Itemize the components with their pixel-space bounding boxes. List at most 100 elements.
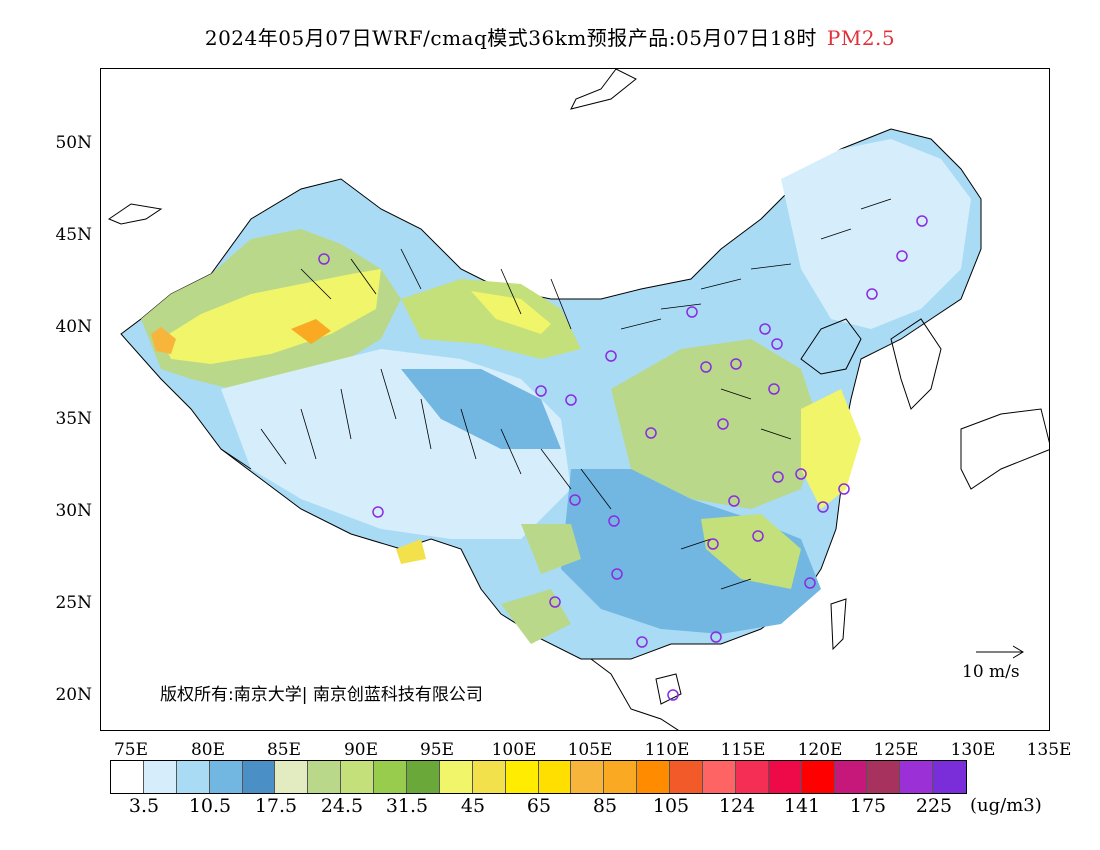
map-frame (100, 68, 1050, 731)
wind-arrow (550, 278, 572, 330)
wind-arrow (460, 408, 477, 460)
wind-arrow (260, 428, 287, 465)
tibet-darker (401, 369, 561, 449)
colorbar-swatch (341, 761, 375, 793)
wind-arrow (620, 318, 662, 330)
colorbar (110, 760, 968, 794)
station-wuhan (728, 495, 740, 507)
station-zhengzhou (717, 418, 729, 430)
station-guangzhou (710, 631, 722, 643)
wind-arrow (860, 198, 892, 210)
wind-arrow (340, 388, 352, 440)
x-tick-label: 115E (720, 740, 766, 760)
station-chengdu (569, 494, 581, 506)
station-harbin (916, 215, 928, 227)
east-china-yellow (801, 389, 861, 509)
colorbar-label: 65 (526, 795, 552, 817)
colorbar-label: 105 (652, 795, 690, 817)
colorbar-label: 225 (915, 795, 953, 817)
gobi-band (401, 279, 581, 359)
colorbar-swatch (637, 761, 671, 793)
sichuan-green (521, 524, 581, 574)
japan-outline (960, 408, 1049, 490)
station-chongqing (608, 515, 620, 527)
station-shenyang (866, 288, 878, 300)
colorbar-swatch (900, 761, 934, 793)
wind-vectors (220, 198, 892, 590)
colorbar-label: 175 (849, 795, 887, 817)
colorbar-swatch (670, 761, 704, 793)
y-tick-label: 40N (55, 317, 92, 337)
yunnan-green (501, 589, 571, 644)
colorbar-swatch (143, 761, 177, 793)
x-tick-label: 95E (419, 740, 455, 760)
coastlines (107, 69, 1049, 730)
bohai-coast (800, 318, 862, 375)
x-tick-label: 80E (190, 740, 226, 760)
wind-reference-label: 10 m/s (962, 662, 1020, 682)
gobi-yellow (471, 291, 551, 334)
wind-arrow (300, 268, 332, 300)
wind-arrow (700, 278, 742, 290)
kazakh-lake (107, 203, 163, 225)
taklamakan-peak (151, 327, 176, 354)
tibet-south-yellow (396, 539, 426, 564)
colorbar-swatch (604, 761, 638, 793)
wind-reference-arrow (976, 645, 1024, 659)
colorbar-label: 45 (460, 795, 486, 817)
colorbar-label: 17.5 (254, 795, 298, 817)
korea-outline (890, 318, 942, 410)
lake-baikal (570, 69, 637, 110)
colorbar-swatch (439, 761, 473, 793)
wind-arrow (380, 368, 397, 420)
station-hefei (772, 471, 784, 483)
colorbar-swatch (308, 761, 342, 793)
taklamakan-high (161, 269, 381, 364)
station-lhasa (372, 506, 384, 518)
wind-arrow (720, 388, 752, 400)
wind-arrow (760, 428, 792, 440)
x-tick-label: 135E (1026, 740, 1072, 760)
wind-arrow (420, 398, 432, 450)
y-tick-label: 50N (55, 133, 92, 153)
colorbar-swatch (735, 761, 769, 793)
station-xian (645, 427, 657, 439)
station-shanghai (838, 483, 850, 495)
colorbar-swatch (176, 761, 210, 793)
station-nanning (636, 636, 648, 648)
wind-arrow (300, 408, 317, 460)
station-changchun (896, 250, 908, 262)
y-tick-label: 30N (55, 501, 92, 521)
wind-arrow (400, 248, 422, 290)
colorbar-label: 3.5 (128, 795, 160, 817)
station-changsha (707, 538, 719, 550)
colorbar-swatch (407, 761, 440, 793)
colorbar-swatch (571, 761, 605, 793)
station-urumqi (318, 253, 330, 265)
station-fuzhou (804, 577, 816, 589)
colorbar-swatch (505, 761, 539, 793)
pm25-map (107, 69, 1049, 730)
station-xining (535, 385, 547, 397)
wind-arrow (220, 448, 252, 470)
wind-arrow (680, 538, 712, 550)
colorbar-swatch (867, 761, 901, 793)
station-jinan (768, 383, 780, 395)
colorbar-label: 31.5 (385, 795, 429, 817)
station-kunming (549, 596, 561, 608)
wind-arrow (660, 303, 702, 310)
station-yinchuan (605, 350, 617, 362)
x-tick-label: 125E (873, 740, 919, 760)
station-guiyang (611, 568, 623, 580)
title-text: 2024年05月07日WRF/cmaq模式36km预报产品:05月07日18时 (204, 26, 817, 50)
southeast-asia-coast (590, 658, 679, 730)
x-tick-label: 110E (644, 740, 690, 760)
concentration-fields (120, 128, 982, 660)
hainan-outline (655, 673, 682, 705)
colorbar-label: 85 (592, 795, 618, 817)
station-markers (318, 215, 928, 701)
station-haikou (667, 689, 679, 701)
colorbar-swatch (834, 761, 868, 793)
station-nanchang (752, 530, 764, 542)
x-tick-label: 85E (266, 740, 302, 760)
